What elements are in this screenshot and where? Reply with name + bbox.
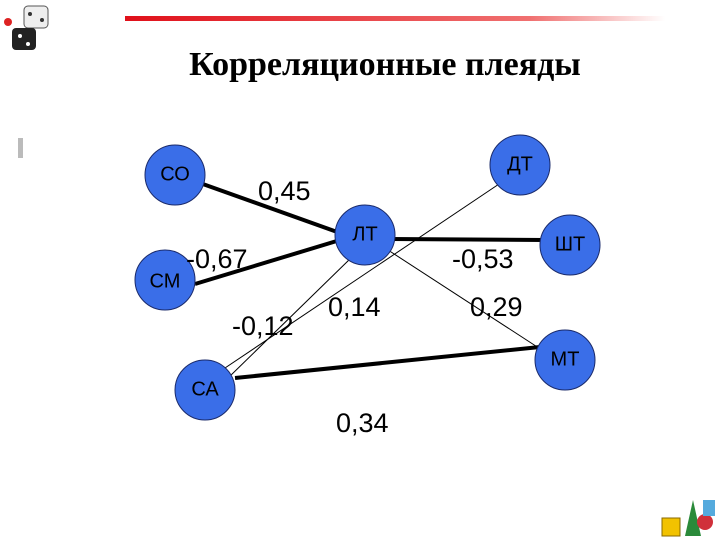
node-label: МТ (551, 348, 580, 370)
title: Корреляционные плеяды (189, 46, 581, 83)
edge (387, 249, 546, 353)
dice-icon (4, 5, 49, 50)
edge (194, 238, 341, 286)
edge-labels: 0,45 -0,67 -0,53 -0,12 0,14 0,29 0,34 (186, 176, 523, 438)
node (174, 359, 236, 421)
node (534, 329, 596, 391)
edge (227, 256, 353, 379)
node-label: СО (160, 163, 190, 185)
edge-label: 0,45 (258, 176, 311, 206)
edge-label: 0,34 (336, 408, 389, 438)
side-bar (18, 138, 23, 158)
edge (234, 345, 541, 380)
node-label: СА (191, 378, 219, 400)
edge-label: -0,12 (232, 311, 294, 341)
node (489, 134, 551, 196)
node-label: ШТ (555, 233, 586, 255)
node (134, 249, 196, 311)
edge-label: -0,67 (186, 244, 248, 274)
edge-label: 0,14 (328, 292, 381, 322)
edge-label: 0,29 (470, 292, 523, 322)
node (334, 204, 396, 266)
node (539, 214, 601, 276)
node (144, 144, 206, 206)
edge (199, 181, 341, 235)
nodes: СО ДТ ЛТ СМ ШТ МТ СА (134, 134, 601, 421)
node-label: СМ (150, 270, 181, 292)
node-label: ДТ (507, 153, 533, 175)
edge-label: -0,53 (452, 244, 514, 274)
edges (194, 179, 546, 380)
node-label: ЛТ (352, 223, 377, 245)
shapes-icon (661, 500, 715, 537)
edge (389, 237, 546, 242)
header-rule (125, 16, 665, 21)
